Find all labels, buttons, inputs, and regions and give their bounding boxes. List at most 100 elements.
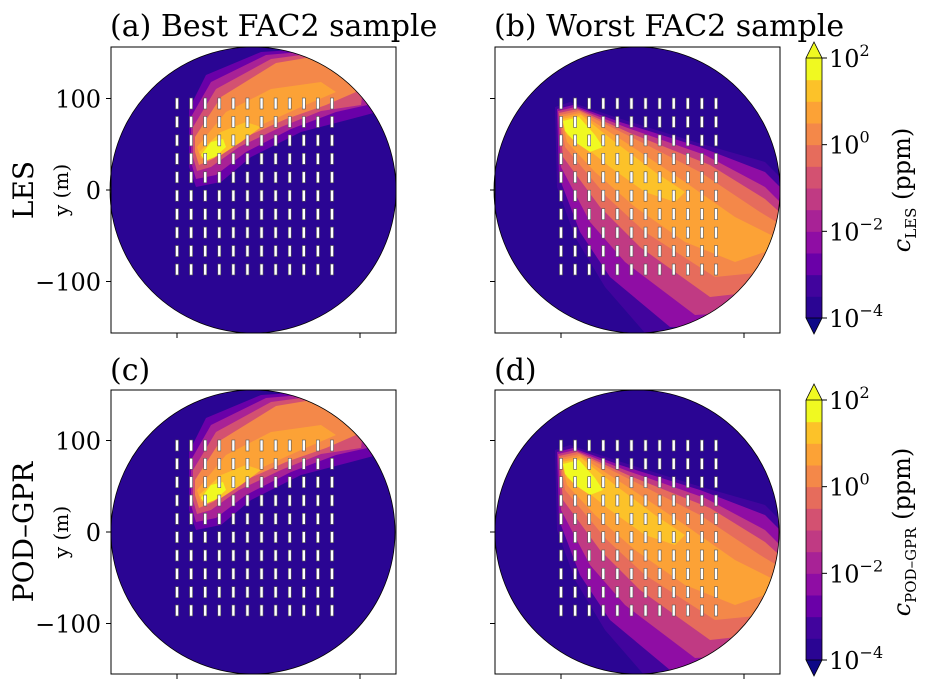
building bbox=[615, 458, 620, 470]
building bbox=[316, 116, 320, 128]
building bbox=[700, 245, 704, 257]
building bbox=[714, 153, 718, 165]
building bbox=[231, 513, 236, 525]
tick-base: 10 bbox=[829, 647, 860, 675]
building bbox=[559, 208, 563, 220]
panel-a-building-array bbox=[175, 97, 334, 276]
colorbar-pod-gpr-level bbox=[806, 421, 822, 444]
building bbox=[203, 189, 207, 202]
building bbox=[587, 531, 591, 543]
building bbox=[643, 513, 648, 525]
building bbox=[189, 134, 193, 147]
y-axis-label-c: y (m) bbox=[49, 506, 73, 559]
building bbox=[259, 549, 264, 562]
building bbox=[273, 513, 278, 525]
building bbox=[217, 494, 222, 507]
building bbox=[287, 476, 292, 488]
tick-exponent: 0 bbox=[860, 128, 870, 147]
colorbar-pod-gpr-label-sub: POD–GPR bbox=[902, 527, 920, 603]
panel-b-plot bbox=[490, 46, 781, 338]
colorbar-les-level bbox=[806, 101, 822, 124]
building bbox=[259, 116, 264, 128]
building bbox=[601, 549, 606, 562]
building bbox=[629, 263, 634, 276]
building bbox=[189, 568, 193, 580]
building bbox=[189, 263, 193, 276]
building bbox=[601, 116, 606, 128]
building bbox=[671, 494, 676, 507]
building bbox=[700, 458, 704, 470]
building bbox=[601, 494, 606, 507]
building bbox=[601, 245, 606, 257]
building bbox=[302, 549, 306, 562]
building bbox=[273, 549, 278, 562]
building bbox=[615, 531, 620, 543]
building bbox=[273, 116, 278, 128]
building bbox=[273, 604, 278, 617]
building bbox=[330, 153, 334, 165]
tick-base: 10 bbox=[829, 45, 860, 73]
building bbox=[714, 439, 718, 452]
building bbox=[330, 97, 334, 110]
building bbox=[259, 171, 264, 184]
building bbox=[601, 513, 606, 525]
row-label-les: LES bbox=[7, 161, 40, 219]
building bbox=[175, 476, 179, 488]
tick-exponent: −2 bbox=[860, 556, 884, 575]
building bbox=[615, 134, 620, 147]
building bbox=[657, 208, 662, 220]
building bbox=[316, 245, 320, 257]
building bbox=[316, 97, 320, 110]
building bbox=[686, 513, 690, 525]
tick-base: 10 bbox=[829, 132, 860, 160]
building bbox=[643, 263, 648, 276]
colorbar-pod-gpr-level bbox=[806, 443, 822, 466]
building bbox=[587, 134, 591, 147]
building bbox=[700, 189, 704, 202]
building bbox=[714, 531, 718, 543]
building bbox=[330, 513, 334, 525]
building bbox=[217, 263, 222, 276]
building bbox=[203, 549, 207, 562]
building bbox=[714, 568, 718, 580]
building bbox=[601, 568, 606, 580]
tick-base: 10 bbox=[829, 305, 860, 333]
building bbox=[615, 568, 620, 580]
building bbox=[231, 439, 236, 452]
building bbox=[587, 568, 591, 580]
building bbox=[643, 153, 648, 165]
building bbox=[302, 531, 306, 543]
building bbox=[686, 153, 690, 165]
building bbox=[573, 604, 577, 617]
building bbox=[287, 153, 292, 165]
building bbox=[316, 226, 320, 239]
building bbox=[629, 116, 634, 128]
building bbox=[671, 189, 676, 202]
building bbox=[573, 549, 577, 562]
building bbox=[601, 439, 606, 452]
building bbox=[629, 549, 634, 562]
building bbox=[657, 116, 662, 128]
building bbox=[189, 97, 193, 110]
building bbox=[330, 208, 334, 220]
tick-exponent: 0 bbox=[860, 470, 870, 489]
panel-a-domain bbox=[111, 47, 396, 333]
building bbox=[245, 171, 250, 184]
building bbox=[175, 153, 179, 165]
building bbox=[175, 116, 179, 128]
building bbox=[643, 226, 648, 239]
building bbox=[629, 568, 634, 580]
building bbox=[231, 226, 236, 239]
building bbox=[330, 226, 334, 239]
tick-base: 10 bbox=[829, 387, 860, 415]
building bbox=[287, 226, 292, 239]
building bbox=[175, 586, 179, 598]
building bbox=[615, 153, 620, 165]
building bbox=[316, 458, 320, 470]
building bbox=[316, 513, 320, 525]
building bbox=[273, 568, 278, 580]
building bbox=[245, 604, 250, 617]
building bbox=[714, 263, 718, 276]
building bbox=[714, 134, 718, 147]
building bbox=[302, 513, 306, 525]
